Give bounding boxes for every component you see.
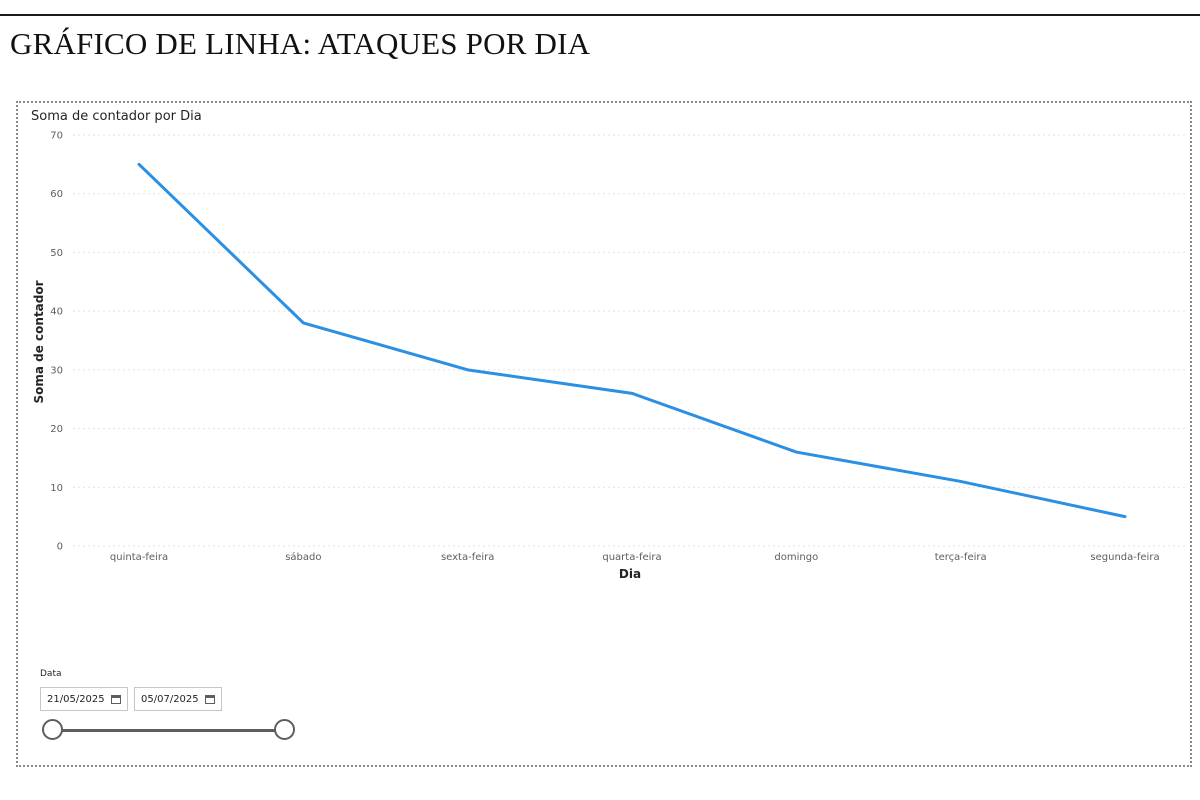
y-tick-label: 0: [57, 542, 63, 553]
end-date-value: 05/07/2025: [141, 693, 199, 705]
y-tick-label: 60: [50, 189, 63, 200]
y-axis-ticks: 0 10 20 30 40 50 60 70: [50, 131, 63, 553]
date-slicer: Data 21/05/2025 05/07/2025: [40, 669, 340, 749]
data-point[interactable]: [790, 446, 802, 458]
data-point[interactable]: [133, 158, 145, 170]
x-tick-label: quarta-feira: [602, 552, 661, 563]
calendar-icon[interactable]: [204, 694, 215, 704]
calendar-icon[interactable]: [110, 694, 121, 704]
end-date-input[interactable]: 05/07/2025: [134, 687, 222, 711]
x-tick-label: domingo: [774, 552, 818, 563]
data-point[interactable]: [1119, 511, 1131, 523]
y-tick-label: 10: [50, 483, 63, 494]
x-tick-label: quinta-feira: [110, 552, 168, 563]
x-tick-label: terça-feira: [935, 552, 987, 563]
end-date-handle[interactable]: [274, 719, 295, 740]
document-heading: GRÁFICO DE LINHA: ATAQUES POR DIA: [10, 26, 591, 61]
y-tick-label: 20: [50, 424, 63, 435]
data-point[interactable]: [626, 387, 638, 399]
line-chart-visual[interactable]: Soma de contador por Dia 0 10 20 30 40 50 60 70…: [16, 101, 1192, 767]
gridlines: [73, 134, 1188, 547]
y-tick-label: 40: [50, 307, 63, 318]
data-points: [133, 158, 1131, 522]
x-axis-title: Dia: [619, 567, 641, 581]
y-tick-label: 30: [50, 365, 63, 376]
y-tick-label: 70: [50, 131, 63, 142]
start-date-handle[interactable]: [42, 719, 63, 740]
x-axis-ticks: quinta-feira sábado sexta-feira quarta-feir…: [110, 551, 1160, 563]
data-point[interactable]: [297, 317, 309, 329]
x-tick-label: sábado: [285, 551, 321, 563]
data-point[interactable]: [462, 364, 474, 376]
start-date-value: 21/05/2025: [47, 693, 105, 705]
top-rule: [0, 14, 1200, 16]
slicer-title: Data: [40, 669, 62, 679]
y-tick-label: 50: [50, 248, 63, 259]
x-tick-label: segunda-feira: [1090, 552, 1159, 563]
date-range-track[interactable]: [52, 729, 286, 732]
start-date-input[interactable]: 21/05/2025: [40, 687, 128, 711]
series-line: [137, 162, 1127, 519]
data-point[interactable]: [955, 475, 967, 487]
y-axis-title: Soma de contador: [32, 280, 46, 403]
line-chart: Soma de contador por Dia 0 10 20 30 40 50 60 70…: [31, 109, 1188, 581]
chart-title: Soma de contador por Dia: [31, 109, 202, 124]
x-tick-label: sexta-feira: [441, 552, 494, 563]
